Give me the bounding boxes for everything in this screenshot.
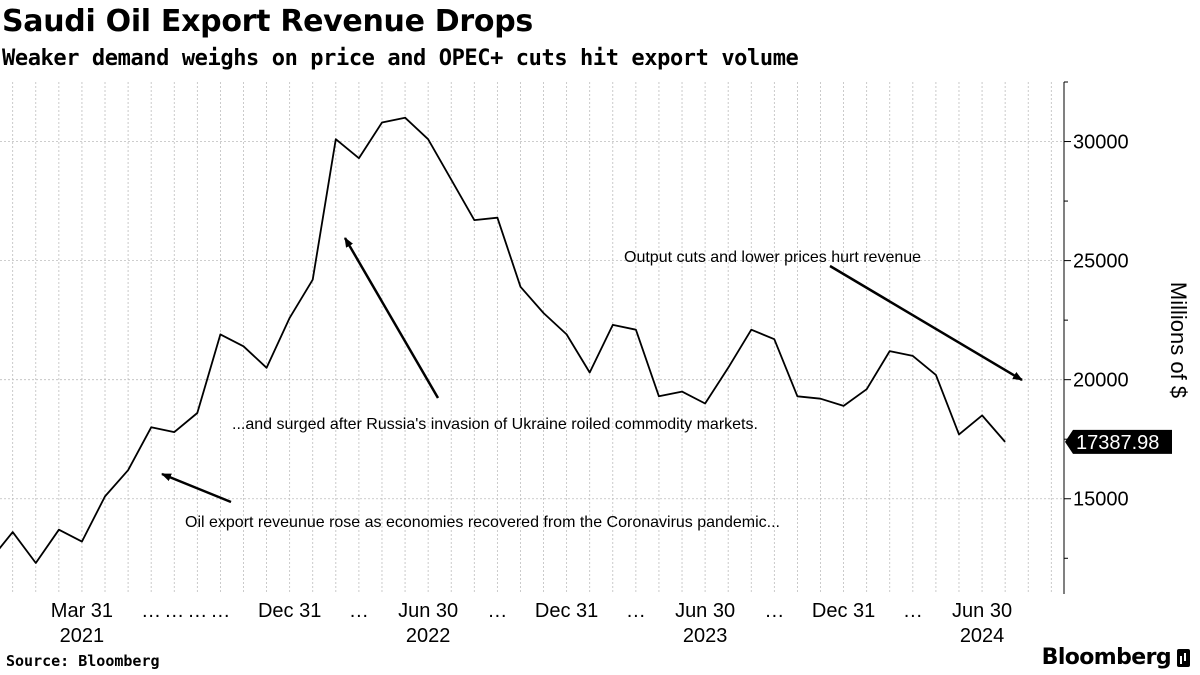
annotation-arrow	[161, 472, 232, 504]
x-tick-label: Mar 31	[51, 600, 113, 622]
x-tick-label: Dec 31	[535, 600, 598, 622]
y-axis: 15000 20000 25000 30000	[1063, 81, 1129, 594]
annotation-text: ...and surged after Russia's invasion of…	[232, 416, 758, 433]
last-value-badge: 17387.98	[1065, 429, 1172, 454]
annotation-text: Oil export reveunue rose as economies re…	[185, 514, 780, 531]
x-tick-label: …	[210, 600, 230, 622]
x-tick-label: Jun 30	[675, 600, 735, 622]
source-note: Source: Bloomberg	[6, 652, 160, 670]
x-year-label: 2023	[683, 625, 728, 647]
last-value-label: 17387.98	[1076, 432, 1159, 454]
y-tick-label: 25000	[1073, 251, 1129, 273]
x-tick-label: Jun 30	[398, 600, 458, 622]
x-tick-label: …	[164, 600, 184, 622]
y-tick-label: 30000	[1073, 132, 1129, 154]
chart-title: Saudi Oil Export Revenue Drops	[2, 4, 533, 39]
x-tick-label: …	[187, 600, 207, 622]
x-year-label: 2022	[406, 625, 451, 647]
gridlines	[0, 82, 1064, 594]
y-tick-label: 20000	[1073, 370, 1129, 392]
x-axis: Mar 31………… Dec 31… Jun 30… Dec 31… Jun 30… De…	[51, 600, 1012, 647]
series-layer: 17387.98	[0, 116, 1172, 564]
y-axis-label: Millions of $	[1166, 282, 1191, 398]
x-tick-label: …	[141, 600, 161, 622]
x-tick-label: …	[903, 600, 923, 622]
annotation-text: Output cuts and lower prices hurt revenu…	[624, 249, 921, 266]
x-tick-label: Jun 30	[952, 600, 1012, 622]
bloomberg-logo: Bloomberg	[1042, 645, 1190, 670]
annotation-arrow	[829, 264, 1023, 382]
x-tick-label: …	[764, 600, 784, 622]
x-tick-label: Dec 31	[812, 600, 875, 622]
x-tick-label: …	[487, 600, 507, 622]
y-tick-label: 15000	[1073, 489, 1129, 511]
bloomberg-mark-icon	[1177, 648, 1190, 667]
revenue-line	[0, 116, 1006, 564]
annotation-arrow	[343, 237, 440, 399]
x-year-label: 2024	[960, 625, 1005, 647]
annotations-layer: Oil export reveunue rose as economies re…	[161, 237, 1023, 531]
x-tick-label: …	[626, 600, 646, 622]
logo-text: Bloomberg	[1041, 645, 1172, 670]
x-tick-label: …	[349, 600, 369, 622]
x-tick-label: Dec 31	[258, 600, 321, 622]
chart-subtitle: Weaker demand weighs on price and OPEC+ …	[2, 46, 799, 71]
x-year-label: 2021	[60, 625, 105, 647]
last-value-background	[1065, 429, 1172, 454]
